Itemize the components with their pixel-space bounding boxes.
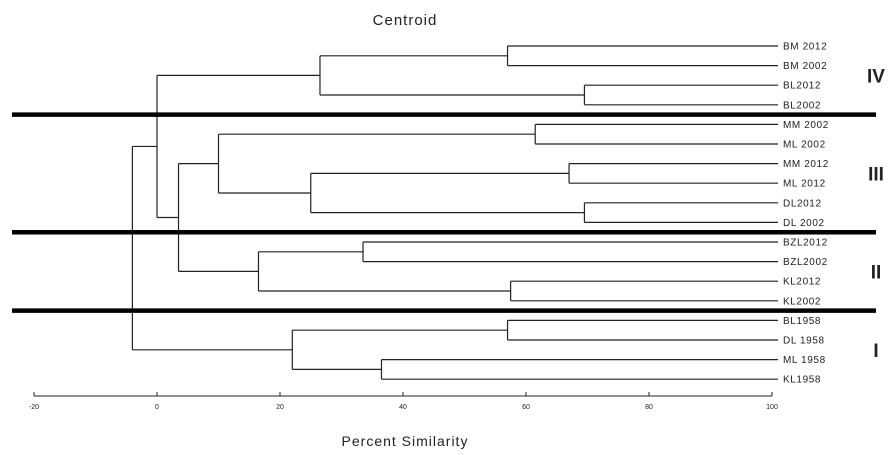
group-separators	[12, 112, 876, 313]
leaf-label: ML 2002	[783, 140, 826, 151]
leaf-label: BL2002	[783, 100, 821, 111]
leaf-label: DL 2002	[783, 218, 825, 229]
leaf-label: DL 1958	[783, 336, 825, 347]
x-tick-label: 80	[645, 404, 653, 411]
x-tick-label: 0	[155, 404, 159, 411]
leaf-label: DL2012	[783, 198, 822, 209]
x-tick-label: 100	[766, 404, 778, 411]
group-label: I	[873, 341, 878, 362]
x-tick-label: 20	[276, 404, 284, 411]
leaf-label: KL2002	[783, 296, 821, 307]
leaf-label: BM 2002	[783, 61, 827, 72]
leaf-label: MM 2002	[783, 120, 829, 131]
group-label: II	[871, 262, 882, 283]
leaf-label: ML 2012	[783, 179, 826, 190]
x-tick-label: 40	[399, 404, 407, 411]
x-tick-label: 60	[522, 404, 530, 411]
leaf-label: BZL2002	[783, 257, 828, 268]
leaf-label: ML 1958	[783, 355, 826, 366]
leaf-label: KL1958	[783, 375, 821, 386]
dendrogram-branches	[131, 45, 778, 380]
leaf-label: BM 2012	[783, 42, 827, 53]
leaf-label: BL1958	[783, 316, 821, 327]
group-label: III	[868, 164, 884, 185]
group-label: IV	[867, 66, 885, 87]
leaf-label: MM 2012	[783, 159, 829, 170]
leaf-label: KL2012	[783, 277, 821, 288]
x-axis-label: Percent Similarity	[342, 433, 469, 449]
leaf-label: BL2012	[783, 81, 821, 92]
chart-title: Centroid	[373, 12, 438, 29]
x-tick-label: -20	[29, 404, 39, 411]
x-axis: -20 0 20 40 60 80 100	[29, 392, 778, 411]
leaf-labels: BM 2012 BM 2002 BL2012 BL2002 MM 2002 ML 2002…	[783, 42, 829, 386]
leaf-label: BZL2012	[783, 238, 828, 249]
